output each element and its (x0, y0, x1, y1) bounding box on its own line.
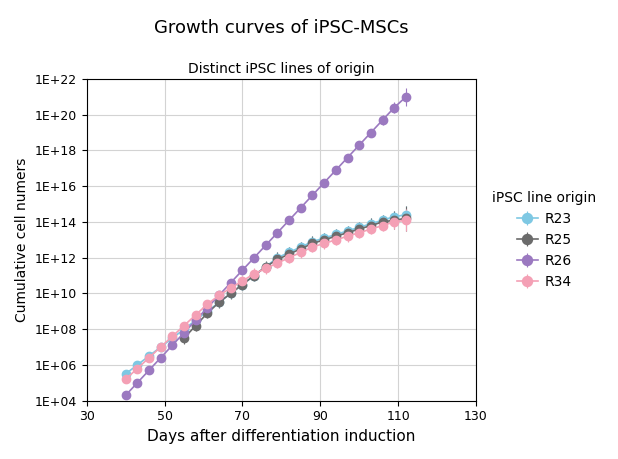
X-axis label: Days after differentiation induction: Days after differentiation induction (147, 429, 415, 444)
Title: Distinct iPSC lines of origin: Distinct iPSC lines of origin (188, 62, 375, 76)
Text: Growth curves of iPSC-MSCs: Growth curves of iPSC-MSCs (154, 19, 408, 37)
Y-axis label: Cumulative cell numers: Cumulative cell numers (15, 157, 29, 322)
Legend: R23, R25, R26, R34: R23, R25, R26, R34 (487, 185, 602, 294)
